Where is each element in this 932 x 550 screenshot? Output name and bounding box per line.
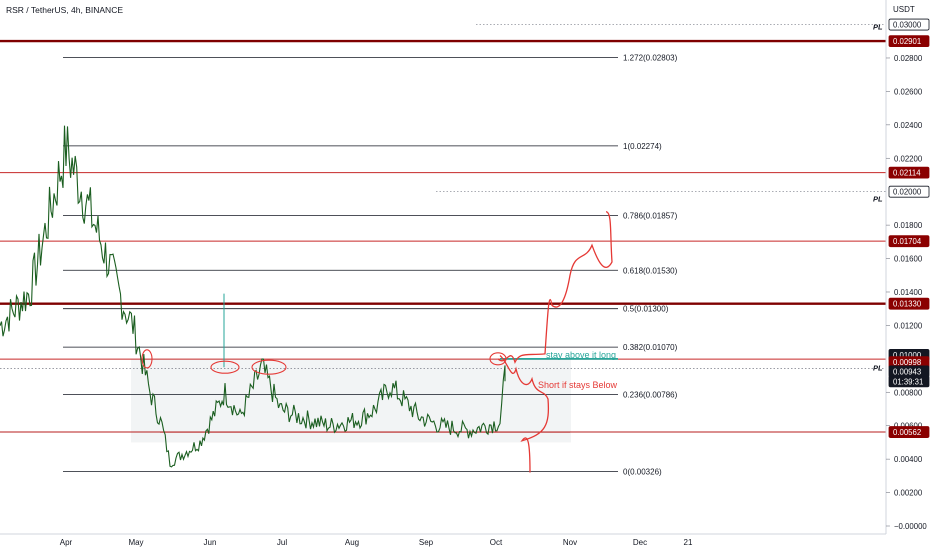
price-tag-label: 0.00562 (893, 428, 921, 437)
price-tick-label: 0.02200 (894, 154, 923, 163)
price-series (0, 125, 506, 468)
projection-drawings (141, 211, 613, 473)
price-tick-label: 0.00800 (894, 388, 923, 397)
time-tick-label: May (128, 538, 143, 547)
fib-label: 0.382(0.01070) (623, 343, 678, 352)
price-tag-box (888, 35, 930, 47)
pl-marker: PL (873, 23, 883, 32)
time-tick-label: Sep (419, 538, 434, 547)
price-tag-label: 0.03000 (893, 21, 922, 30)
fib-label: 1(0.02274) (623, 142, 662, 151)
price-tag-box (888, 297, 930, 310)
price-tick-label: −0.00000 (894, 522, 927, 531)
price-tick-label: 0.02400 (894, 121, 923, 130)
pl-markers: PL PL PL (873, 23, 883, 373)
highlight-circle (489, 352, 507, 366)
price-tag-label: 0.02901 (893, 37, 921, 46)
price-tag-box (888, 18, 930, 31)
price-tick-label: 0.01200 (894, 321, 923, 330)
pl-marker: PL (873, 195, 883, 204)
time-tick-label: Jul (277, 538, 287, 547)
price-tag-label: 0.02000 (893, 188, 922, 197)
time-tick-label: Apr (60, 538, 73, 547)
price-tag-label: 0.01330 (893, 300, 922, 309)
fib-label: 0.786(0.01857) (623, 212, 678, 221)
highlight-circle (251, 359, 287, 375)
price-axis-ticks[interactable]: 0.02800 0.02600 0.02400 0.02200 0.01800 0.016… (886, 54, 927, 531)
price-tag-box (888, 235, 930, 248)
price-tick-label: 0.02600 (894, 87, 923, 96)
price-tick-label: 0.00400 (894, 455, 923, 464)
bullish-projection (497, 211, 613, 364)
time-tick-label: Aug (345, 538, 359, 547)
green-annotation: stay above it long (546, 350, 616, 360)
fib-retracement: 1.272(0.02803) 1(0.02274) 0.786(0.01857) 0.… (63, 53, 678, 477)
price-tag-box (888, 185, 930, 198)
price-tick-label: 0.01600 (894, 255, 923, 264)
price-tags: 0.03000 0.02901 0.02114 0.02000 0.01704 0.013… (888, 18, 930, 438)
highlight-circle (141, 349, 153, 369)
horizontal-levels (0, 39, 886, 433)
price-tag-label: 0.01704 (893, 237, 922, 246)
time-axis[interactable]: Apr May Jun Jul Aug Sep Oct Nov Dec 21 (60, 538, 693, 547)
time-tick-label: Oct (490, 538, 503, 547)
price-tag-label: 0.02114 (893, 169, 921, 178)
price-tick-label: 0.01800 (894, 221, 923, 230)
price-tag-label: 0.01000 (893, 351, 922, 360)
price-tag-label: 0.00998 (893, 358, 921, 367)
price-line (0, 125, 506, 468)
time-tick-label: Jun (204, 538, 217, 547)
time-tick-label: Nov (563, 538, 577, 547)
pl-marker: PL (873, 363, 883, 372)
red-annotation: Short if stays Below (538, 380, 618, 390)
time-tick-label: Dec (633, 538, 647, 547)
price-tag-box (888, 166, 930, 179)
fib-label: 0(0.00326) (623, 468, 662, 477)
time-tick-label: 21 (684, 538, 693, 547)
price-tag-box (888, 375, 930, 388)
fib-label: 0.5(0.01300) (623, 305, 669, 314)
currency-label: USDT (893, 5, 915, 14)
price-tag-box (888, 426, 930, 438)
price-tick-label: 0.00200 (894, 489, 923, 498)
dotted-levels (0, 24, 886, 369)
price-tick-label: 0.01400 (894, 288, 923, 297)
bearish-projection (499, 355, 550, 473)
symbol-title: RSR / TetherUS, 4h, BINANCE (6, 5, 123, 15)
fib-label: 0.618(0.01530) (623, 266, 678, 275)
fib-label: 1.272(0.02803) (623, 53, 678, 62)
price-tag-label: 0.00943 (893, 367, 921, 376)
price-tick-label: 0.02800 (894, 54, 923, 63)
fib-label: 0.236(0.00786) (623, 391, 678, 400)
price-tag-label: 01:39:31 (893, 377, 923, 386)
highlight-circle (210, 360, 240, 374)
